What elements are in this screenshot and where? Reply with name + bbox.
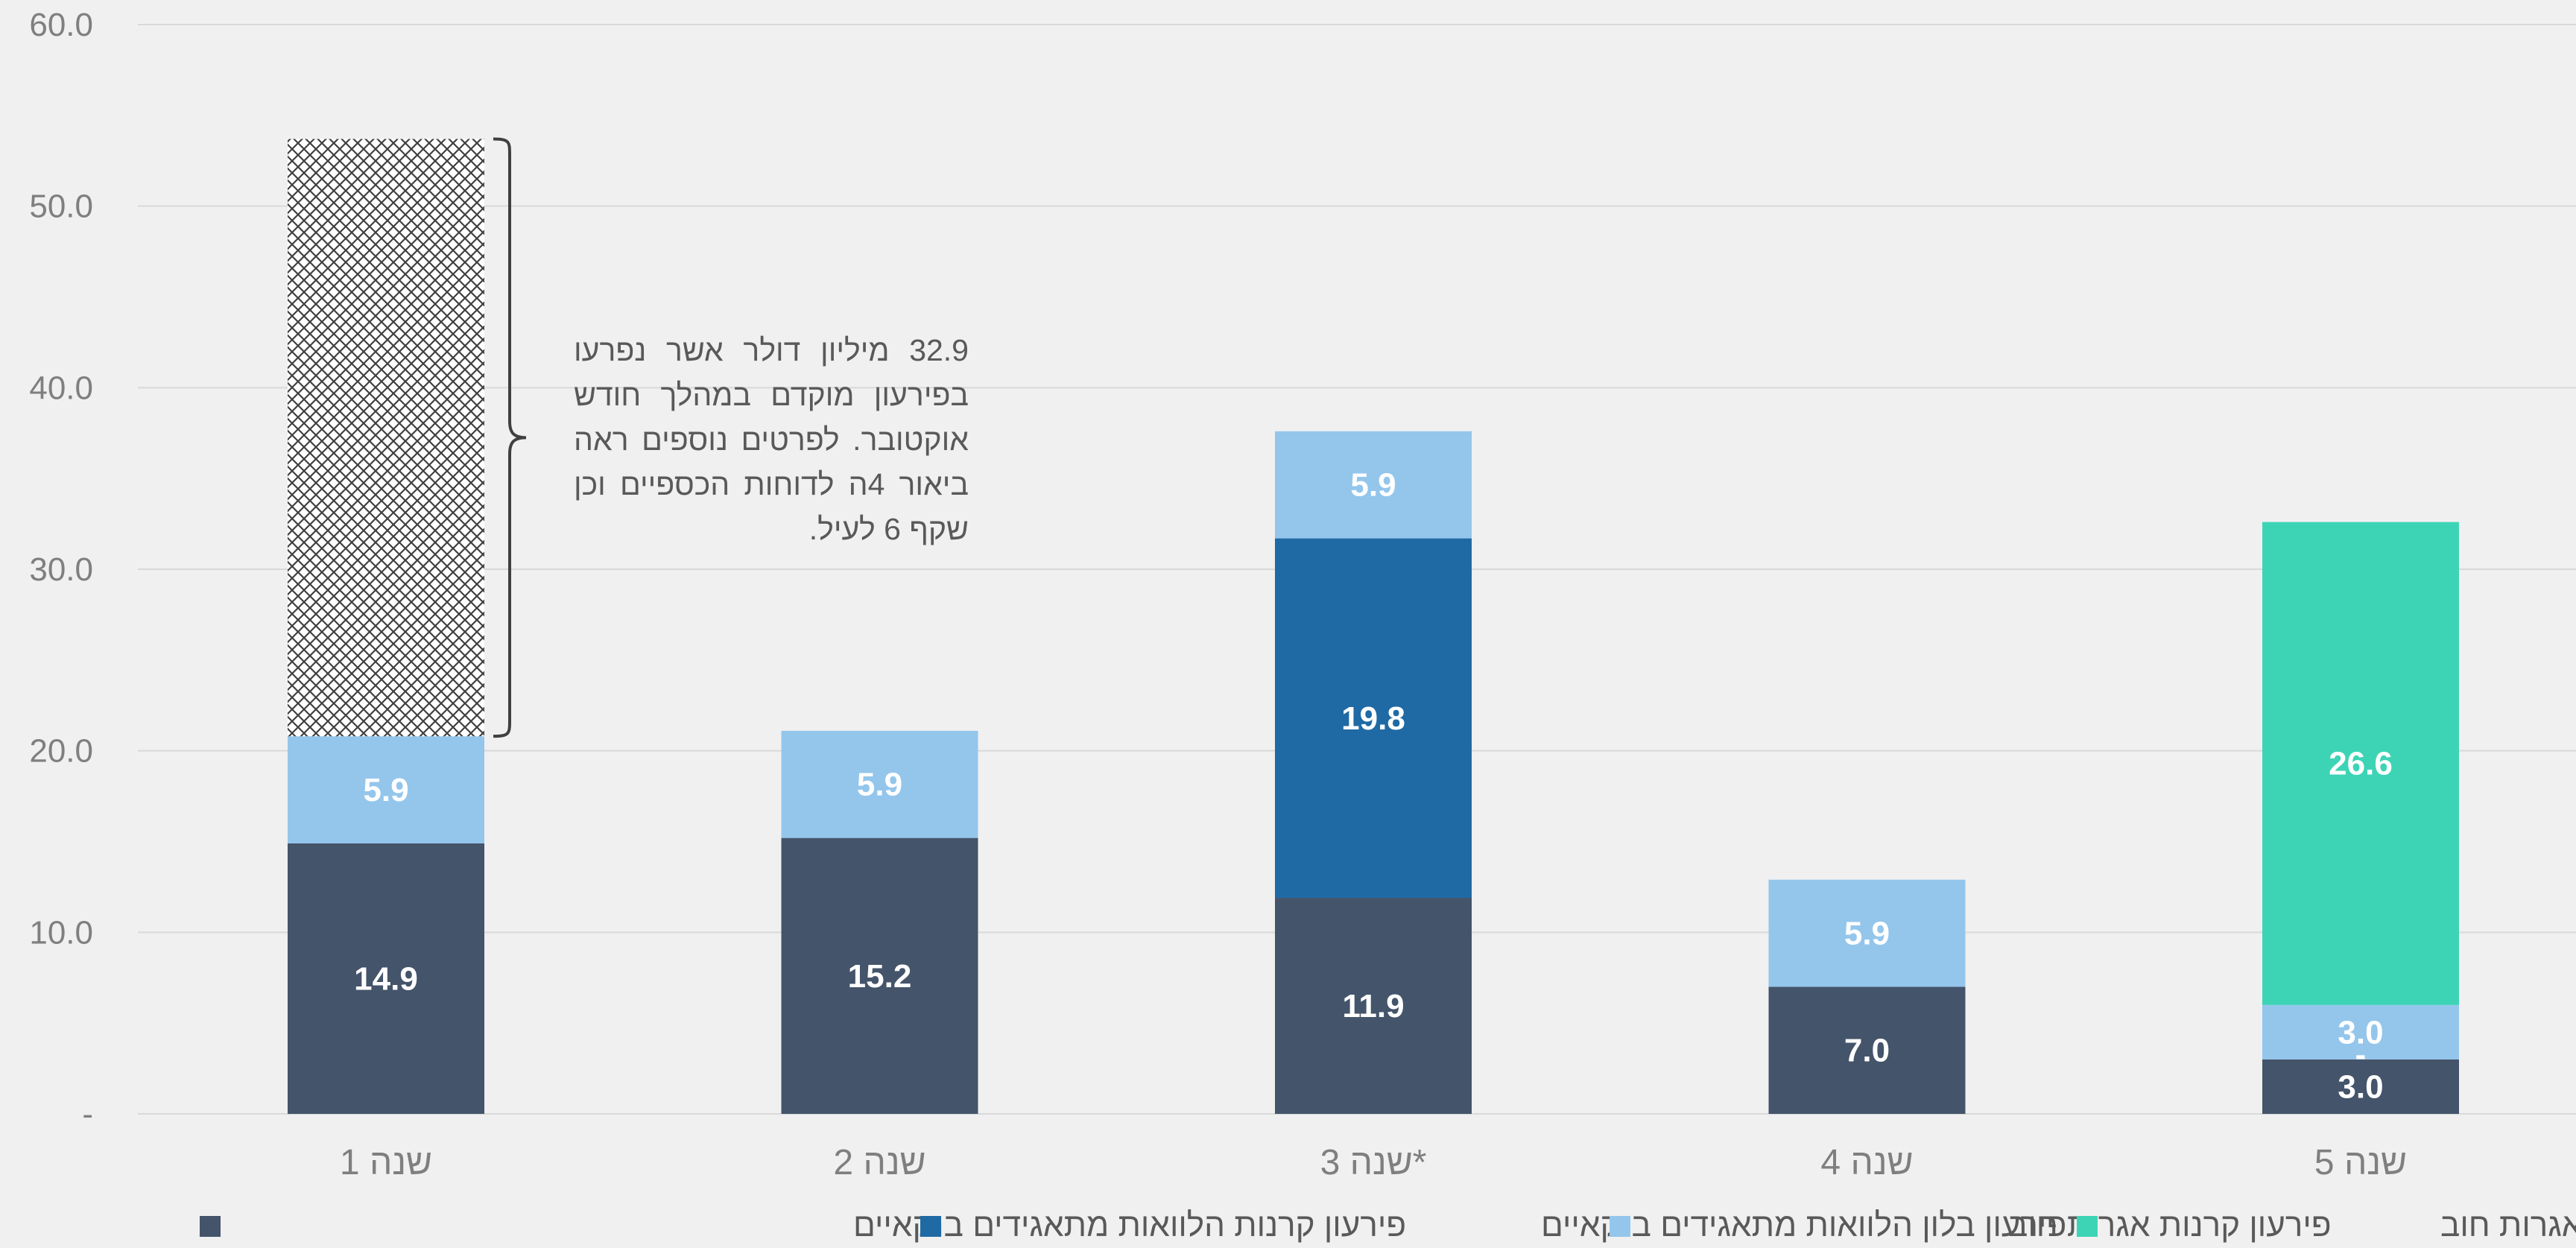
data-label: 11.9 <box>1342 988 1404 1024</box>
data-label: 19.8 <box>1341 700 1405 737</box>
data-label: 5.9 <box>1844 916 1890 952</box>
data-label: 5.9 <box>363 772 408 808</box>
data-label: 5.9 <box>857 767 902 803</box>
bar-segment <box>288 736 484 843</box>
bar-segment <box>2262 522 2459 1005</box>
bar-segment <box>1275 431 1472 539</box>
data-label: 14.9 <box>354 960 418 997</box>
bar-segment <box>1768 879 1966 987</box>
y-tick-label: 10.0 <box>29 914 93 951</box>
bar-segment <box>781 837 978 1114</box>
x-category-label: שנה 1 <box>340 1143 432 1182</box>
legend-swatch <box>2077 1216 2098 1237</box>
legend-swatch <box>1610 1216 1630 1237</box>
legend: פירעון קרנות הלוואות מתאגידים בנקאיים פיר… <box>200 1207 2576 1244</box>
legend-swatch <box>920 1216 941 1237</box>
bar-segment <box>2262 1004 2459 1059</box>
data-label: 3.0 <box>2338 1014 2383 1051</box>
x-axis-categories: שנה 1 שנה 2 *שנה 3 שנה 4 שנה 5 <box>340 1143 2407 1182</box>
y-tick-label: 40.0 <box>29 370 93 406</box>
bar-segment <box>2262 1059 2459 1114</box>
data-label: - <box>2355 1036 2367 1073</box>
y-tick-label: 20.0 <box>29 733 93 770</box>
y-axis-ticks: - 10.0 20.0 30.0 40.0 50.0 60.0 <box>29 7 93 1133</box>
x-category-label: שנה 2 <box>833 1143 925 1182</box>
bars <box>288 137 2459 1114</box>
bar-segment <box>1768 986 1966 1114</box>
legend-swatch <box>200 1216 221 1237</box>
bar-segment <box>781 730 978 838</box>
data-label: 5.9 <box>1350 467 1396 504</box>
y-tick-label: 60.0 <box>29 7 93 43</box>
y-tick-label: - <box>82 1096 93 1133</box>
legend-label: פירעון קרנות אגרות חוב <box>2008 1207 2332 1244</box>
brace <box>493 137 527 738</box>
x-category-label: שנה 5 <box>2314 1143 2407 1182</box>
bar-segment <box>1275 898 1472 1114</box>
legend-label: פירעון בלון אגרות חוב <box>2440 1207 2576 1244</box>
data-label: 3.0 <box>2338 1068 2383 1105</box>
bar-segment <box>1275 538 1472 899</box>
y-tick-label: 50.0 <box>29 189 93 225</box>
data-label: 15.2 <box>848 958 912 995</box>
prepayment-annotation: 32.9 מיליון דולר אשר נפרעו בפירעון מוקדם… <box>574 333 969 546</box>
data-label: 26.6 <box>2329 746 2393 782</box>
data-labels: 14.9 5.9 15.2 5.9 11.9 19.8 5.9 7.0 5.9 3.0-3.0 26… <box>354 467 2393 1106</box>
legend-label: פירעון קרנות הלוואות מתאגידים בנקאיים <box>853 1207 1406 1244</box>
x-category-label: *שנה 3 <box>1320 1143 1427 1182</box>
bar-segment <box>288 843 484 1114</box>
data-label: 7.0 <box>1844 1033 1890 1069</box>
x-category-label: שנה 4 <box>1820 1143 1913 1182</box>
prepaid-segment <box>288 139 484 737</box>
y-tick-label: 30.0 <box>29 551 93 588</box>
